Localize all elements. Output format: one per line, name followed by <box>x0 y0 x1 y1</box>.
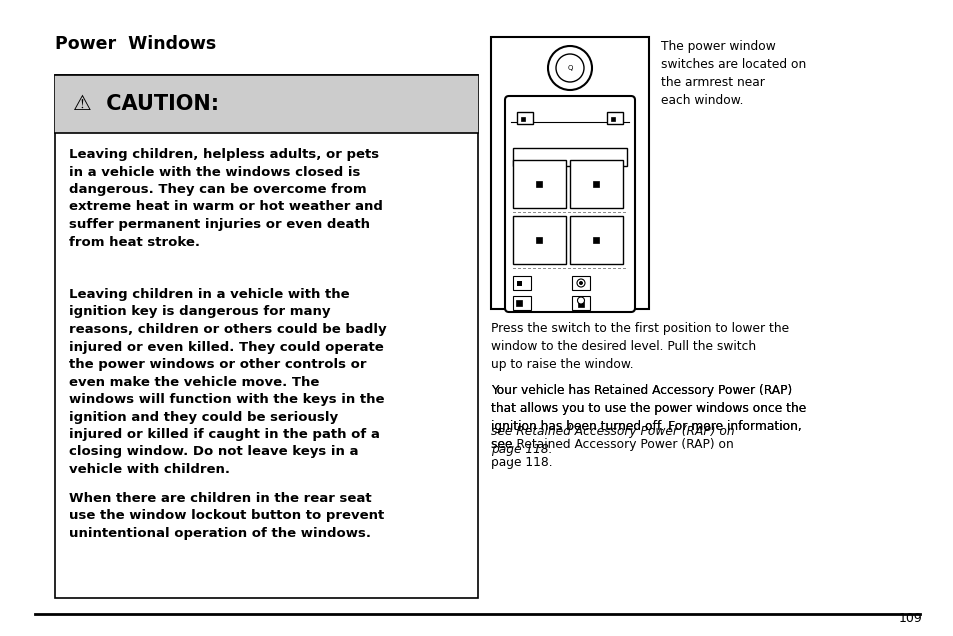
Bar <box>593 237 598 243</box>
Text: Your vehicle has Retained Accessory Power (RAP)
that allows you to use the power: Your vehicle has Retained Accessory Powe… <box>491 384 805 469</box>
Bar <box>513 160 565 208</box>
Text: The power window
switches are located on
the armrest near
each window.: The power window switches are located on… <box>660 40 805 107</box>
Bar <box>569 160 622 208</box>
Bar <box>593 181 598 187</box>
Circle shape <box>556 54 583 82</box>
Text: When there are children in the rear seat
use the window lockout button to preven: When there are children in the rear seat… <box>69 492 384 540</box>
Bar <box>536 181 541 187</box>
Text: Q: Q <box>567 65 572 71</box>
Bar <box>572 296 589 310</box>
Bar <box>610 117 615 121</box>
Bar <box>517 281 521 286</box>
Bar <box>491 37 648 309</box>
Circle shape <box>577 297 584 304</box>
FancyBboxPatch shape <box>504 96 635 312</box>
Bar <box>516 300 521 306</box>
Text: Power  Windows: Power Windows <box>55 35 216 53</box>
Bar <box>520 117 524 121</box>
Text: Your vehicle has Retained Accessory Power (RAP)
that allows you to use the power: Your vehicle has Retained Accessory Powe… <box>491 384 805 451</box>
Bar <box>517 112 533 124</box>
Text: 109: 109 <box>898 612 921 625</box>
Text: see Retained Accessory Power (RAP) on
page 118.: see Retained Accessory Power (RAP) on pa… <box>491 424 734 455</box>
Circle shape <box>578 281 582 285</box>
Text: Leaving children, helpless adults, or pets
in a vehicle with the windows closed : Leaving children, helpless adults, or pe… <box>69 148 382 249</box>
Text: Retained Accessory Power (RAP) on
page 118.: Retained Accessory Power (RAP) on page 1… <box>491 429 708 460</box>
Bar <box>55 75 477 598</box>
Bar <box>513 216 565 264</box>
Bar <box>569 216 622 264</box>
Bar <box>572 276 589 290</box>
Bar <box>578 302 583 307</box>
Bar <box>513 148 626 166</box>
Bar <box>606 112 622 124</box>
Text: Leaving children in a vehicle with the
ignition key is dangerous for many
reason: Leaving children in a vehicle with the i… <box>69 288 386 476</box>
Bar <box>513 296 531 310</box>
Circle shape <box>577 279 584 287</box>
Bar <box>513 276 531 290</box>
Bar <box>536 237 541 243</box>
Circle shape <box>547 46 592 90</box>
Text: Press the switch to the first position to lower the
window to the desired level.: Press the switch to the first position t… <box>491 322 788 371</box>
Text: ⚠  CAUTION:: ⚠ CAUTION: <box>73 94 219 114</box>
Bar <box>55 75 477 133</box>
